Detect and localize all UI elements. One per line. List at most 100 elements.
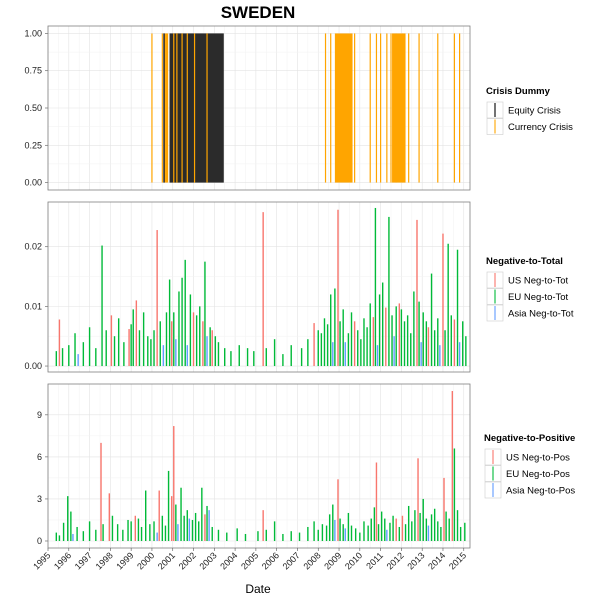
- eu-bar: [366, 327, 368, 367]
- eu-bar: [433, 330, 436, 367]
- currency-crisis-bar: [369, 33, 371, 183]
- panels: 0.00 0.25 0.50 0.75 1.00 0.00 0.01 0.02 0 3 6 9: [24, 25, 471, 549]
- asia-bar: [156, 532, 158, 541]
- asia-bar: [77, 354, 79, 367]
- eu-bar: [425, 518, 428, 541]
- legend-label: EU Neg-to-Pos: [506, 469, 570, 480]
- currency-crisis-bar: [380, 33, 382, 183]
- legend-panel-1: Crisis Dummy Equity Crisis Currency Crisis: [486, 86, 573, 135]
- eu-bar: [265, 529, 267, 541]
- eu-bar: [317, 330, 319, 367]
- y-tick-label: 3: [37, 494, 42, 504]
- y-tick-label: 6: [37, 452, 42, 462]
- asia-bar: [334, 519, 336, 541]
- currency-crisis-bar: [459, 33, 461, 183]
- x-tick-label: 2008: [301, 550, 322, 571]
- panel-border: [47, 383, 471, 549]
- eu-bar: [101, 245, 103, 367]
- eu-bar: [462, 321, 464, 367]
- y-tick-label: 0.01: [24, 301, 42, 311]
- x-tick-label: 2014: [426, 550, 447, 571]
- us-bar: [313, 323, 315, 367]
- eu-bar: [370, 518, 372, 541]
- eu-bar: [300, 348, 303, 367]
- eu-bar: [459, 526, 462, 541]
- eu-bar: [360, 339, 362, 367]
- eu-bar: [181, 277, 183, 367]
- eu-bar: [326, 324, 329, 367]
- eu-bar: [116, 524, 119, 541]
- eu-bar: [105, 330, 107, 367]
- eu-bar: [138, 330, 141, 367]
- legends: Crisis Dummy Equity Crisis Currency Crisis…: [484, 86, 575, 499]
- currency-crisis-bar: [334, 33, 353, 183]
- eu-bar: [381, 282, 384, 367]
- eu-bar: [298, 532, 301, 541]
- eu-bar: [62, 522, 65, 541]
- eu-bar: [313, 521, 315, 541]
- asia-bar: [344, 528, 346, 541]
- eu-bar: [290, 345, 292, 367]
- eu-bar: [217, 529, 220, 541]
- eu-bar: [82, 342, 85, 367]
- eu-bar: [117, 318, 120, 367]
- us-bar: [110, 315, 113, 367]
- eu-bar: [180, 487, 182, 541]
- eu-bar: [140, 526, 143, 541]
- eu-bar: [164, 525, 167, 541]
- eu-bar: [414, 510, 416, 541]
- x-tick-label: 2000: [135, 550, 156, 571]
- currency-crisis-bar: [161, 33, 163, 183]
- legend-title: Crisis Dummy: [486, 86, 551, 97]
- us-bar: [100, 442, 102, 541]
- eu-bar: [374, 207, 377, 367]
- x-tick-label: 2013: [405, 550, 426, 571]
- currency-crisis-bar: [181, 33, 183, 183]
- eu-bar: [456, 510, 459, 541]
- eu-bar: [167, 470, 170, 541]
- us-bar: [170, 496, 173, 541]
- us-bar: [398, 303, 401, 367]
- eu-bar: [127, 519, 129, 541]
- x-tick-label: 2006: [260, 550, 281, 571]
- asia-bar: [206, 336, 208, 367]
- eu-bar: [392, 515, 394, 541]
- eu-bar: [102, 524, 104, 541]
- eu-bar: [226, 532, 228, 541]
- bars: [55, 391, 466, 541]
- panel-3: 0 3 6 9: [37, 383, 471, 549]
- us-bar: [211, 330, 213, 367]
- us-bar: [262, 212, 264, 367]
- asia-bar: [332, 342, 334, 367]
- eu-bar: [465, 336, 467, 367]
- eu-bar: [307, 339, 309, 367]
- eu-bar: [257, 531, 259, 541]
- eu-bar: [350, 525, 353, 541]
- legend-label: US Neg-to-Tot: [508, 276, 569, 287]
- us-bar: [173, 426, 175, 541]
- eu-bar: [425, 321, 428, 367]
- eu-bar: [265, 348, 267, 367]
- eu-bar: [422, 312, 424, 367]
- x-tick-label: 2005: [239, 550, 260, 571]
- eu-bar: [430, 273, 433, 367]
- eu-bar: [201, 487, 203, 541]
- legend-label: Currency Crisis: [508, 122, 573, 133]
- eu-bar: [391, 315, 393, 367]
- eu-bar: [456, 249, 459, 367]
- currency-crisis-bar: [392, 33, 406, 183]
- us-bar: [108, 493, 111, 541]
- eu-bar: [70, 511, 72, 541]
- eu-bar: [411, 521, 413, 541]
- us-bar: [128, 329, 130, 367]
- eu-bar: [198, 521, 200, 541]
- asia-bar: [458, 342, 461, 367]
- eu-bar: [238, 345, 240, 367]
- eu-bar: [194, 512, 197, 541]
- eu-bar: [204, 261, 206, 367]
- eu-bar: [450, 315, 452, 367]
- eu-bar: [150, 339, 152, 367]
- currency-crisis-bar: [408, 33, 410, 183]
- x-tick-label: 1999: [114, 550, 135, 571]
- us-bar: [337, 209, 339, 367]
